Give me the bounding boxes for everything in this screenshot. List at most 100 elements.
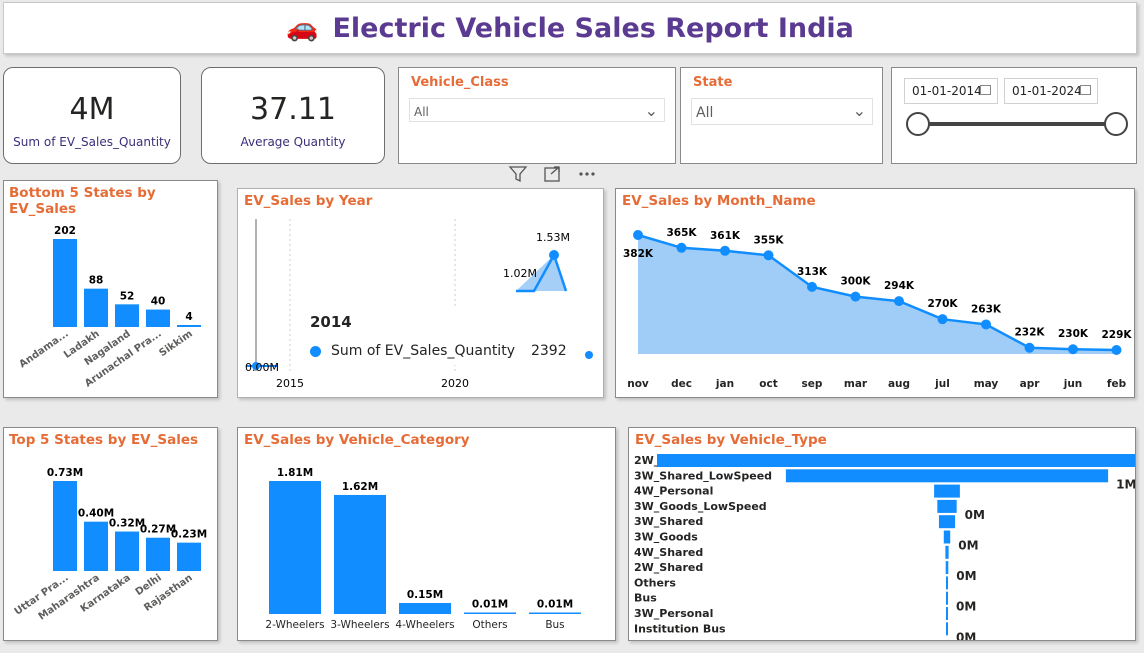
report-title: Electric Vehicle Sales Report India — [332, 12, 854, 44]
slicer-title: State — [693, 75, 733, 90]
bar — [943, 530, 951, 544]
data-label: 0.32M — [109, 518, 145, 530]
bar — [945, 561, 949, 575]
bar — [785, 469, 1109, 483]
x-tick-label: oct — [759, 378, 777, 390]
bar — [177, 325, 201, 327]
kpi-card-sum[interactable]: 4M Sum of EV_Sales_Quantity — [3, 67, 181, 164]
data-point — [1068, 344, 1078, 355]
bar — [146, 309, 170, 327]
kpi-label: Sum of EV_Sales_Quantity — [13, 135, 171, 149]
bar — [53, 239, 77, 327]
data-label: 0.00M — [245, 361, 279, 374]
report-header: 🚗 Electric Vehicle Sales Report India — [3, 2, 1137, 54]
data-point — [807, 281, 817, 292]
data-point — [1111, 345, 1122, 355]
bar — [84, 288, 108, 327]
x-tick-label: jan — [715, 378, 734, 390]
x-tick-label: jun — [1063, 378, 1083, 390]
bar — [946, 607, 948, 620]
x-tick-label: Sikkim — [157, 328, 194, 359]
state-dropdown[interactable]: All ⌄ — [691, 98, 873, 125]
focus-mode-icon[interactable] — [544, 166, 560, 182]
tooltip-value: 2392 — [530, 343, 567, 359]
y-tick-label: 3W_Shared_LowSpeed — [634, 469, 772, 482]
chart-title: EV_Sales by Month_Name — [622, 193, 816, 209]
date-range-slicer[interactable]: 01-01-2014 01-01-2024 — [891, 67, 1137, 164]
dropdown-value: All — [414, 105, 429, 119]
chart-title: Bottom 5 States by EV_Sales — [9, 185, 156, 217]
data-label: 229K — [1101, 329, 1132, 341]
y-tick-label: Others — [634, 576, 676, 589]
x-tick-label: dec — [671, 378, 692, 390]
x-tick-label: Others — [472, 619, 507, 631]
chevron-down-icon: ⌄ — [852, 101, 866, 120]
data-point — [850, 291, 861, 302]
tooltip-series: Sum of EV_Sales_Quantity — [331, 343, 515, 359]
data-label: 382K — [623, 248, 654, 260]
bar — [146, 537, 170, 571]
date-range-slider[interactable] — [904, 110, 1130, 138]
area-fill — [638, 235, 1117, 354]
data-label: 0M — [956, 569, 976, 583]
data-label: 294K — [884, 280, 915, 292]
data-label: 1M — [1116, 477, 1135, 491]
sales-by-category-panel[interactable]: EV_Sales by Vehicle_Category 1.81M 2-Whee… — [237, 427, 616, 641]
slider-start-handle[interactable] — [906, 112, 930, 136]
kpi-card-average[interactable]: 37.11 Average Quantity — [201, 67, 385, 164]
data-point — [894, 296, 904, 307]
bar — [946, 576, 948, 590]
bar — [84, 521, 108, 571]
bar — [269, 481, 321, 614]
month-chart: 382K nov 365K dec 361K jan 355K oct 313K sep 300K m… — [623, 227, 1132, 390]
data-label: 0.15M — [407, 589, 443, 601]
calendar-icon — [980, 85, 991, 95]
x-tick-label: feb — [1107, 378, 1127, 390]
vehicle-class-slicer[interactable]: Vehicle_Class All ⌄ — [398, 67, 676, 164]
data-point — [549, 250, 559, 260]
more-options-icon[interactable] — [579, 172, 595, 176]
visual-header-toolbar — [507, 164, 597, 188]
data-point — [1024, 342, 1035, 353]
chevron-down-icon: ⌄ — [644, 101, 658, 120]
legend-dot-icon — [310, 345, 321, 357]
end-date-input[interactable]: 01-01-2024 — [1004, 78, 1098, 104]
start-date-value: 01-01-2014 — [912, 84, 982, 98]
data-label: 0.23M — [171, 529, 207, 541]
vehicle-class-dropdown[interactable]: All ⌄ — [409, 98, 665, 122]
data-point — [585, 351, 593, 359]
category-chart: 1.81M 2-Wheelers 1.62M 3-Wheelers 0.15M 4-Whe… — [265, 467, 581, 631]
x-tick-label: 2015 — [276, 377, 304, 390]
sales-by-vehicle-type-panel[interactable]: EV_Sales by Vehicle_Type 2W_Personal3W_S… — [628, 427, 1136, 641]
slider-end-handle[interactable] — [1104, 112, 1128, 136]
x-tick-label: 2020 — [441, 377, 469, 390]
state-slicer[interactable]: State All ⌄ — [680, 67, 883, 164]
y-tick-label: 4W_Personal — [634, 485, 713, 498]
series-line — [516, 251, 568, 293]
filter-icon[interactable] — [508, 166, 528, 183]
sales-by-year-panel[interactable]: EV_Sales by Year 1.53M 1.02M 0.00M 2015 … — [237, 188, 604, 398]
top5-states-panel[interactable]: Top 5 States by EV_Sales 0.73M Uttar Pra.… — [3, 427, 218, 641]
start-date-input[interactable]: 01-01-2014 — [904, 78, 998, 104]
bar — [934, 484, 960, 498]
year-chart: 1.53M 1.02M 0.00M 2015 2020 — [245, 219, 593, 390]
data-point — [633, 230, 643, 240]
bar — [177, 542, 201, 571]
kpi-value: 4M — [69, 92, 115, 127]
x-tick-label: Bus — [545, 619, 564, 631]
sales-by-month-panel[interactable]: EV_Sales by Month_Name 382K nov 365K dec 361… — [615, 188, 1135, 398]
chart-tooltip: 2014 Sum of EV_Sales_Quantity 2392 — [302, 307, 575, 365]
data-label: 232K — [1014, 327, 1045, 339]
end-date-value: 01-01-2024 — [1012, 84, 1082, 98]
data-label: 0M — [965, 508, 985, 522]
bar — [334, 494, 386, 614]
bar — [115, 531, 139, 571]
data-point — [937, 314, 948, 325]
bottom5-states-panel[interactable]: Bottom 5 States by EV_Sales 202 Andama...… — [3, 180, 218, 398]
x-tick-label: aug — [888, 378, 910, 390]
data-label: 300K — [840, 276, 871, 288]
data-point — [676, 242, 687, 253]
bottom5-chart: 202Andama...88Ladakh52Nagaland40Arunacha… — [17, 225, 201, 390]
bar — [464, 612, 516, 614]
bar — [115, 304, 139, 327]
